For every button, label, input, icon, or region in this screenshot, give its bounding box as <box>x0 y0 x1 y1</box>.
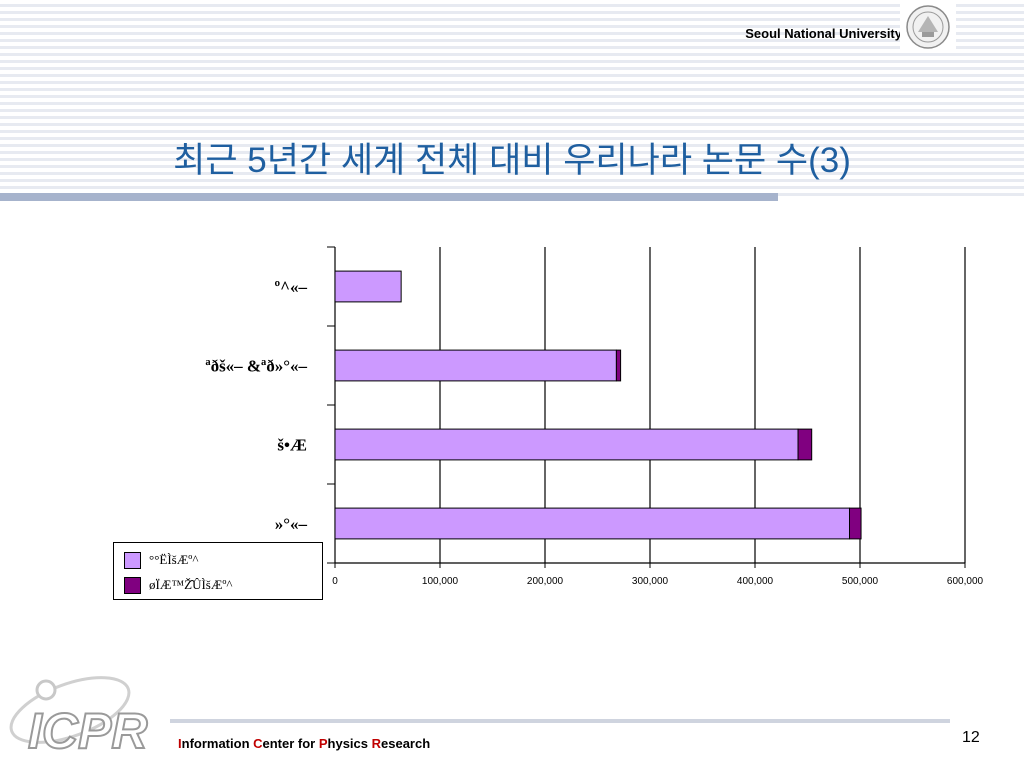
footer-org-part: esearch <box>381 736 431 751</box>
page-number: 12 <box>962 729 980 746</box>
university-name: Seoul National University <box>745 26 902 41</box>
footer-org-part: enter for <box>262 736 319 751</box>
logo-text: ICPR <box>28 703 147 759</box>
footer-bar <box>170 719 950 723</box>
legend-swatch <box>124 551 141 569</box>
footer-org-part: nformation <box>181 736 254 751</box>
icpr-logo: ICPR <box>9 676 148 760</box>
footer-org-part: I <box>178 736 182 751</box>
legend-swatch <box>124 576 141 594</box>
footer-org-part: hysics <box>327 736 372 751</box>
bar-segment <box>849 507 862 540</box>
university-seal-icon <box>900 2 956 52</box>
bar-segment <box>334 349 617 382</box>
footer-org-part: R <box>371 736 382 751</box>
x-tick-label: 500,000 <box>842 576 879 587</box>
legend-item: øÏÆ™Ž̂ÛÌšÆº^ <box>124 576 233 594</box>
x-tick-label: 400,000 <box>737 576 774 587</box>
x-tick-label: 0 <box>332 576 338 587</box>
legend-label: øÏÆ™Ž̂ÛÌšÆº^ <box>149 577 233 592</box>
legend-label: °°ËÌšÆº^ <box>149 552 199 567</box>
bar-segment <box>334 270 402 303</box>
x-tick-label: 600,000 <box>947 576 984 587</box>
y-category-label: ªðš«– &ªð»°«– <box>205 357 307 376</box>
bar-segment <box>797 428 813 461</box>
x-tick-label: 300,000 <box>632 576 669 587</box>
header-accent-bar <box>0 193 778 201</box>
footer-org-part: P <box>318 736 328 751</box>
y-category-label: º^«– <box>275 278 308 297</box>
x-tick-label: 200,000 <box>527 576 564 587</box>
chart-legend: °°ËÌšÆº^ øÏÆ™Ž̂ÛÌšÆº^ <box>113 542 323 600</box>
bar-segment <box>334 507 850 540</box>
footer-org-part: C <box>253 736 263 751</box>
x-tick-label: 100,000 <box>422 576 459 587</box>
page-title: 최근 5년간 세계 전체 대비 우리나라 논문 수(3) <box>173 141 851 180</box>
bar-segment <box>334 428 799 461</box>
header-stripes <box>0 0 1024 200</box>
bar-segment <box>615 349 622 382</box>
legend-item: °°ËÌšÆº^ <box>124 551 198 569</box>
footer-org-name: Information Center for Physics Research <box>178 736 430 751</box>
y-category-label: š•Æ <box>277 436 307 455</box>
y-category-label: »°«– <box>275 515 308 534</box>
